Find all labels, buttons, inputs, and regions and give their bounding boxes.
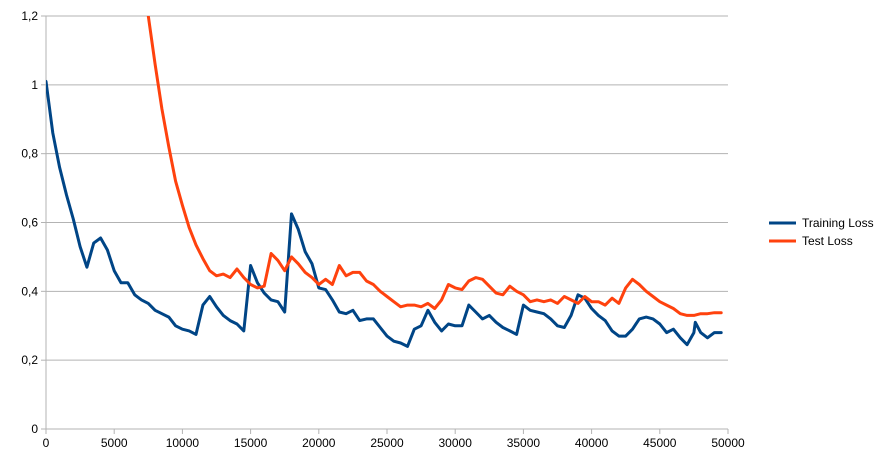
y-tick-label: 0,8 xyxy=(21,147,38,161)
x-tick-label: 30000 xyxy=(439,436,473,450)
y-tick-label: 1,2 xyxy=(21,9,38,23)
series-line-training-loss xyxy=(46,79,723,348)
y-tick-label: 0,6 xyxy=(21,216,38,230)
x-axis-tick-labels: 0 5000 10000 15000 20000 25000 30000 35000 40000… xyxy=(43,436,745,450)
x-tick-label: 0 xyxy=(43,436,50,450)
x-tick-label: 45000 xyxy=(643,436,677,450)
x-tick-label: 15000 xyxy=(234,436,268,450)
x-tick-label: 10000 xyxy=(166,436,200,450)
y-tick-label: 0 xyxy=(31,422,38,436)
x-tick-label: 40000 xyxy=(575,436,609,450)
y-tick-label: 0,4 xyxy=(21,284,38,298)
legend-label-training-loss: Training Loss xyxy=(802,216,874,230)
legend-label-test-loss: Test Loss xyxy=(802,234,853,248)
y-tick-label: 0,2 xyxy=(21,353,38,367)
x-tick-label: 25000 xyxy=(370,436,404,450)
series-line-test-loss xyxy=(146,16,723,317)
y-axis-tick-labels: 0 0,2 0,4 0,6 0,8 1 1,2 xyxy=(21,9,38,436)
x-tick-label: 20000 xyxy=(302,436,336,450)
plot-area xyxy=(46,16,723,348)
x-tick-label: 5000 xyxy=(101,436,128,450)
x-tick-label: 35000 xyxy=(507,436,541,450)
legend: Training Loss Test Loss xyxy=(769,216,874,248)
x-tick-label: 50000 xyxy=(711,436,745,450)
y-tick-label: 1 xyxy=(31,78,38,92)
